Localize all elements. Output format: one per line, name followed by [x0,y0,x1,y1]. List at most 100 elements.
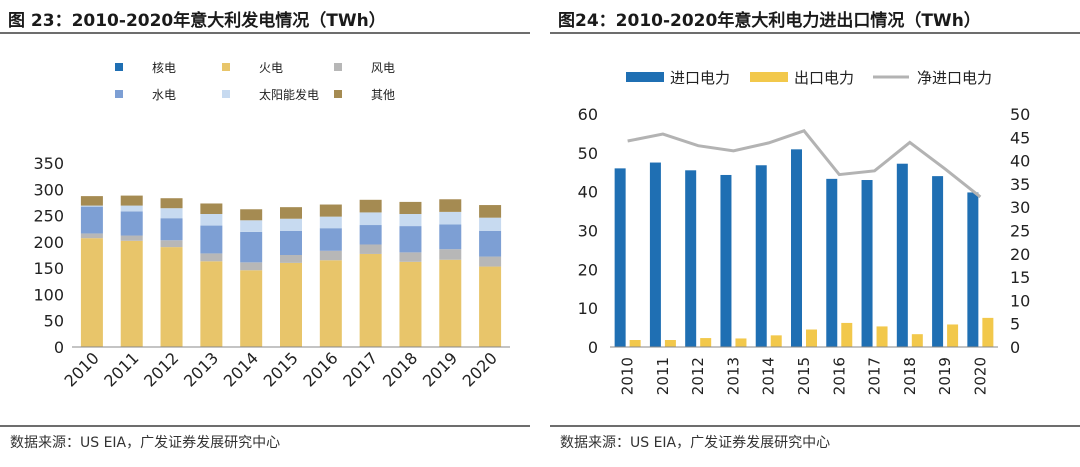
export-bar [876,326,888,347]
y-tick-label: 50 [44,312,64,331]
export-bar [947,324,959,347]
export-bar [735,338,747,347]
bar-segment [120,240,143,347]
y-tick-label: 50 [578,144,598,163]
title-divider [0,32,530,34]
y-tick-label: 30 [578,222,598,241]
bar-segment [319,216,342,229]
x-tick-label: 2016 [299,348,341,390]
y-tick-label: 150 [33,259,64,278]
legend-swatch [334,63,342,71]
y-tick-label: 0 [54,338,64,357]
bar-segment [439,249,462,260]
y2-tick-label: 40 [1010,152,1030,171]
legend-swatch [115,63,123,71]
export-bar [806,329,817,347]
x-tick-label: 2015 [795,357,813,395]
import-bar [967,192,979,347]
bar-segment [439,199,462,212]
bar-segment [160,247,183,347]
bar-segment [200,253,223,262]
bar-segment [80,206,103,234]
bar-segment [359,253,382,347]
x-tick-label: 2019 [936,357,954,395]
import-export-panel: 图24：2010-2020年意大利电力进出口情况（TWh） 进口电力 出口电力 净进… [550,0,1080,467]
x-tick-label: 2016 [830,357,848,395]
bar-segment [439,224,462,250]
bar-segment [80,196,103,206]
bar-segment [399,252,422,262]
x-tick-label: 2013 [180,348,222,390]
x-tick-label: 2019 [419,348,461,390]
bar-segment [200,261,223,347]
bar-segment [160,208,183,219]
y2-tick-label: 15 [1010,268,1030,287]
bar-segment [200,203,223,214]
x-tick-label: 2015 [260,348,302,390]
y-tick-label: 40 [578,183,598,202]
import-bar [791,149,802,347]
bar-segment [240,231,263,263]
x-tick-label: 2020 [459,348,501,390]
legend-label: 水电 [152,88,176,102]
y2-tick-label: 5 [1010,315,1020,334]
y-tick-label: 0 [588,338,598,357]
bar-segment [479,205,502,218]
import-bar [649,162,661,347]
bar-segment [80,233,103,239]
bar-segment [160,240,183,248]
x-tick-label: 2020 [971,357,989,395]
import-export-bar-line-chart: 进口电力 出口电力 净进口电力 0 10 20 30 40 50 60 0 5 10 15 20 25 30 35… [578,69,1031,395]
export-bar [629,340,641,347]
chart-title: 图 23：2010-2020年意大利发电情况（TWh） [8,11,386,31]
bar-segment [399,213,422,227]
bar-segment [439,211,462,225]
bar-segment [80,205,103,207]
y-tick-label: 60 [578,105,598,124]
bar-segment [479,266,502,347]
bar-segment [319,250,342,261]
y2-tick-label: 35 [1010,175,1030,194]
y2-tick-label: 0 [1010,338,1020,357]
export-bar [700,338,712,347]
title-divider [550,32,1080,34]
bar-segment [240,220,263,232]
source-divider [0,425,530,427]
bar-segment [240,270,263,347]
export-bar [664,340,676,347]
legend-label: 太阳能发电 [259,87,319,102]
bar-segment [359,244,382,254]
y2-tick-label: 50 [1010,105,1030,124]
x-tick-label: 2014 [760,357,778,395]
legend-swatch [222,63,230,71]
bar-segment [359,199,382,213]
bar-segment [280,255,302,263]
source-note: 数据来源：US EIA，广发证券发展研究中心 [10,435,281,451]
legend-label: 核电 [152,61,176,75]
import-bar [720,174,732,347]
y-tick-label: 250 [33,207,64,226]
x-tick-label: 2014 [220,348,262,390]
bar-segment [359,212,382,226]
legend-label: 风电 [371,61,395,75]
chart-title: 图24：2010-2020年意大利电力进出口情况（TWh） [558,11,981,31]
bar-segment [359,225,382,245]
bar-segment [399,261,422,347]
bar-segment [280,207,302,219]
bar-segment [319,204,342,217]
bar-segment [160,198,183,209]
bar-segment [280,230,302,255]
legend-swatch [222,90,230,98]
export-bar [770,335,782,347]
import-bar [932,176,944,347]
y2-tick-label: 25 [1010,222,1030,241]
bar-segment [479,256,502,267]
x-tick-label: 2013 [724,357,742,395]
y2-tick-label: 45 [1010,128,1030,147]
import-bar [896,163,908,347]
bar-segment [439,259,462,347]
y-tick-label: 350 [33,154,64,173]
legend-swatch [115,90,123,98]
bar-segment [399,201,422,214]
